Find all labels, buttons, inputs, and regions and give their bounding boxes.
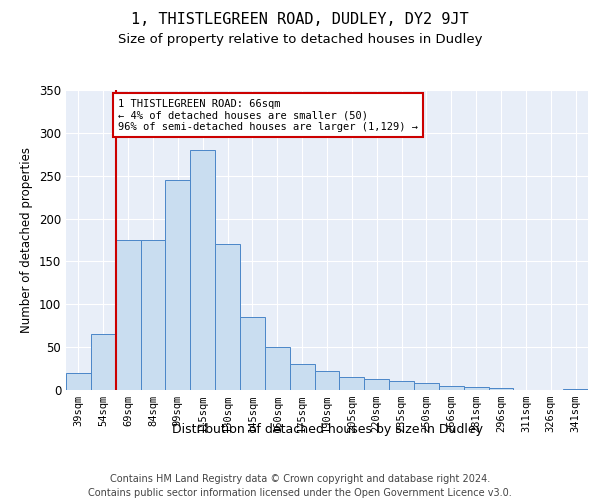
Bar (166, 180, 190, 390)
Bar (488, 388, 514, 390)
Bar (66, 373, 91, 390)
Bar (314, 371, 340, 390)
Bar (91, 334, 116, 390)
Bar (116, 240, 140, 390)
Y-axis label: Number of detached properties: Number of detached properties (20, 147, 34, 333)
Text: Contains HM Land Registry data © Crown copyright and database right 2024.
Contai: Contains HM Land Registry data © Crown c… (88, 474, 512, 498)
Bar (389, 382, 414, 390)
Bar (340, 377, 364, 390)
Bar (215, 244, 240, 390)
Bar (464, 388, 488, 390)
Bar (240, 317, 265, 390)
Bar (290, 364, 314, 390)
Bar (190, 150, 215, 390)
Bar (364, 379, 389, 390)
Text: 1, THISTLEGREEN ROAD, DUDLEY, DY2 9JT: 1, THISTLEGREEN ROAD, DUDLEY, DY2 9JT (131, 12, 469, 28)
Text: 1 THISTLEGREEN ROAD: 66sqm
← 4% of detached houses are smaller (50)
96% of semi-: 1 THISTLEGREEN ROAD: 66sqm ← 4% of detac… (118, 98, 418, 132)
Text: Size of property relative to detached houses in Dudley: Size of property relative to detached ho… (118, 32, 482, 46)
Bar (140, 240, 166, 390)
Text: Distribution of detached houses by size in Dudley: Distribution of detached houses by size … (172, 422, 482, 436)
Bar (439, 386, 464, 390)
Bar (563, 389, 588, 390)
Bar (265, 347, 290, 390)
Bar (414, 383, 439, 390)
